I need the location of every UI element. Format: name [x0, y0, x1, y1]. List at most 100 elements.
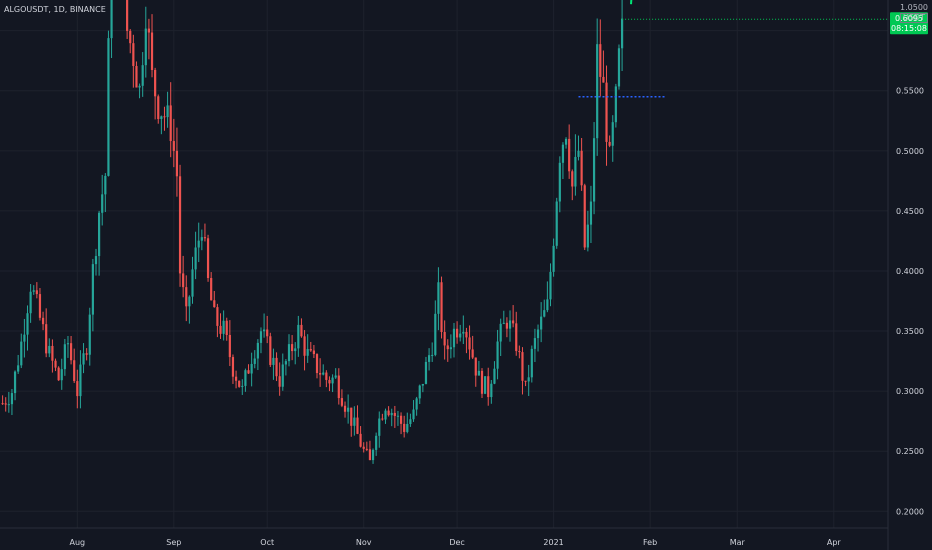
candle-up	[412, 409, 415, 420]
candle-down	[291, 344, 294, 352]
candle-down	[69, 343, 73, 361]
x-tick-label: Feb	[643, 538, 657, 547]
candle-down	[480, 370, 484, 394]
candle-up	[499, 323, 502, 342]
candle-up	[437, 282, 440, 314]
candle-down	[175, 150, 179, 177]
candle-down	[362, 446, 365, 449]
candle-down	[206, 238, 210, 279]
candle-up	[7, 404, 10, 406]
y-tick-label: 0.4000	[896, 267, 924, 276]
candle-down	[163, 116, 166, 118]
candle-up	[353, 417, 356, 426]
y-tick-label: 0.3000	[896, 387, 924, 396]
candle-up	[620, 18, 624, 49]
candle-down	[571, 171, 574, 187]
candle-up	[371, 449, 375, 461]
candle-up	[561, 144, 565, 163]
candle-down	[213, 300, 216, 308]
price-axis[interactable]: 1.00000.95000.90000.85000.80000.75000.70…	[887, 0, 928, 550]
candle-down	[443, 331, 446, 346]
candle-up	[294, 348, 297, 352]
candle-down	[225, 320, 228, 335]
candle-up	[250, 363, 253, 374]
candle-down	[309, 349, 312, 351]
candle-up	[390, 412, 393, 416]
candle-up	[104, 175, 107, 195]
time-axis[interactable]: Aug Sep Oct Nov Dec 2021 Feb Mar Apr	[0, 527, 888, 547]
candle-up	[244, 370, 247, 386]
candle-down	[387, 410, 390, 416]
candle-up	[60, 369, 63, 381]
candle-up	[540, 316, 543, 330]
candle-down	[583, 185, 586, 248]
candle-up	[138, 85, 141, 88]
candle-down	[228, 334, 231, 358]
y-tick-label: 0.2000	[896, 507, 924, 516]
candle-up	[378, 418, 381, 436]
x-tick-label: 2021	[543, 538, 563, 547]
candle-down	[4, 403, 7, 405]
x-tick-label: Nov	[356, 538, 372, 547]
candle-down	[247, 370, 250, 374]
candles	[1, 0, 624, 464]
candle-down	[315, 354, 319, 374]
candle-up	[564, 138, 568, 145]
candle-up	[549, 271, 552, 300]
candle-down	[474, 357, 477, 376]
y-tick-label: 0.2500	[896, 447, 924, 456]
candle-up	[334, 375, 337, 378]
candle-up	[144, 28, 147, 66]
x-tick-label: Aug	[69, 538, 85, 547]
candle-up	[188, 296, 191, 307]
candle-up	[160, 116, 163, 119]
candle-up	[375, 435, 378, 450]
candle-down	[57, 367, 60, 381]
candle-down	[356, 417, 359, 434]
candle-down	[154, 69, 157, 97]
candle-up	[94, 256, 98, 265]
candle-down	[303, 336, 306, 356]
candle-up	[592, 138, 596, 202]
candle-up	[508, 320, 512, 329]
candle-up	[490, 383, 493, 398]
candle-down	[238, 380, 241, 387]
candle-down	[368, 449, 372, 461]
unit-top-price: 1.0500	[900, 3, 928, 12]
candle-up	[427, 355, 431, 362]
candle-up	[23, 334, 26, 342]
candle-up	[256, 342, 259, 359]
candle-down	[319, 373, 322, 375]
candle-up	[194, 247, 197, 270]
candle-down	[185, 287, 188, 307]
candle-up	[424, 361, 428, 384]
candle-down	[157, 96, 160, 119]
candle-down	[150, 32, 154, 70]
candle-down	[471, 349, 474, 358]
candle-up	[434, 313, 437, 355]
candle-up	[533, 338, 537, 349]
candle-up	[262, 329, 266, 332]
candle-down	[602, 76, 605, 83]
candle-down	[440, 282, 443, 332]
target-arrow	[630, 0, 633, 5]
candle-up	[558, 162, 561, 202]
candle-up	[107, 38, 110, 176]
candle-up	[110, 0, 113, 39]
candle-down	[41, 317, 45, 325]
candle-up	[272, 357, 275, 365]
candle-down	[465, 331, 468, 338]
candle-down	[605, 82, 608, 142]
candle-down	[446, 345, 449, 350]
y-tick-label: 0.3500	[896, 327, 924, 336]
y-tick-label: 0.4500	[896, 207, 924, 216]
candle-up	[462, 331, 465, 334]
candle-up	[396, 415, 400, 417]
candle-up	[502, 322, 505, 324]
candle-up	[552, 245, 555, 272]
candle-up	[589, 201, 593, 225]
candle-down	[73, 360, 76, 382]
candle-up	[611, 122, 614, 146]
x-tick-label: Mar	[730, 538, 746, 547]
